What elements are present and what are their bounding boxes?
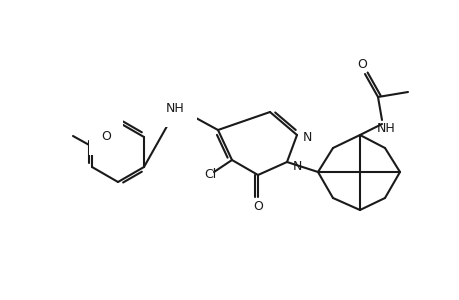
Text: O: O [252, 200, 263, 214]
Text: N: N [302, 130, 311, 143]
Text: NH: NH [165, 101, 184, 115]
Text: N: N [291, 160, 301, 172]
Text: O: O [101, 130, 111, 142]
Text: O: O [356, 58, 366, 70]
Text: Cl: Cl [203, 167, 216, 181]
Text: NH: NH [376, 122, 395, 134]
